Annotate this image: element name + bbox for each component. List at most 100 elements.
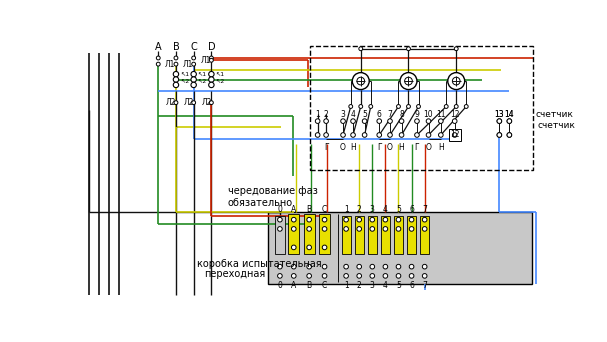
Text: ↖2: ↖2 xyxy=(197,79,207,84)
Circle shape xyxy=(383,218,388,222)
Text: Л2: Л2 xyxy=(202,98,212,107)
Circle shape xyxy=(315,133,320,137)
Circle shape xyxy=(344,264,348,269)
Text: коробка испытательная: коробка испытательная xyxy=(197,259,321,269)
Text: A: A xyxy=(155,42,161,52)
Circle shape xyxy=(277,227,282,231)
Circle shape xyxy=(209,71,214,77)
Text: 12: 12 xyxy=(450,110,459,119)
Circle shape xyxy=(174,62,178,66)
Bar xyxy=(407,216,416,254)
Text: 0: 0 xyxy=(277,281,282,290)
Bar xyxy=(268,212,532,284)
Text: 12: 12 xyxy=(450,131,459,140)
Circle shape xyxy=(409,274,414,278)
Text: 2: 2 xyxy=(324,110,328,119)
Text: Л2: Л2 xyxy=(184,98,194,107)
Text: счетчик: счетчик xyxy=(535,110,574,119)
Circle shape xyxy=(370,264,375,269)
Circle shape xyxy=(349,105,353,108)
Text: 1: 1 xyxy=(315,110,320,119)
Circle shape xyxy=(452,119,457,123)
Circle shape xyxy=(174,101,178,105)
Text: Н: Н xyxy=(399,143,404,152)
Bar xyxy=(276,216,285,254)
Text: 7: 7 xyxy=(422,205,427,214)
Circle shape xyxy=(415,119,419,123)
Text: Н: Н xyxy=(350,143,356,152)
Text: 5: 5 xyxy=(396,205,401,214)
Text: 11: 11 xyxy=(436,110,446,119)
Circle shape xyxy=(422,274,427,278)
Circle shape xyxy=(191,71,196,77)
Circle shape xyxy=(422,227,427,231)
Text: О: О xyxy=(340,143,346,152)
Circle shape xyxy=(388,133,392,137)
Text: Г: Г xyxy=(377,143,382,152)
Circle shape xyxy=(507,133,512,137)
Text: 8: 8 xyxy=(399,110,404,119)
Circle shape xyxy=(322,264,327,269)
Circle shape xyxy=(454,105,458,108)
Circle shape xyxy=(497,119,501,123)
Circle shape xyxy=(444,105,448,108)
Text: 5: 5 xyxy=(362,110,367,119)
Circle shape xyxy=(191,77,196,82)
Circle shape xyxy=(426,133,431,137)
Circle shape xyxy=(407,47,410,51)
Text: A: A xyxy=(291,281,296,290)
Bar xyxy=(420,216,429,254)
Text: обязательно: обязательно xyxy=(228,198,293,208)
Text: 13: 13 xyxy=(495,110,504,119)
Text: A: A xyxy=(291,205,296,214)
Text: 4: 4 xyxy=(383,281,388,290)
Circle shape xyxy=(438,119,443,123)
Text: 2: 2 xyxy=(357,281,362,290)
Circle shape xyxy=(341,119,345,123)
Text: C: C xyxy=(322,205,327,214)
Text: Н: Н xyxy=(438,143,444,152)
Circle shape xyxy=(352,73,369,90)
Circle shape xyxy=(369,105,373,108)
Text: 14: 14 xyxy=(504,110,514,119)
Circle shape xyxy=(452,133,457,137)
Circle shape xyxy=(209,82,214,88)
Circle shape xyxy=(396,264,401,269)
Text: 9: 9 xyxy=(415,110,419,119)
Circle shape xyxy=(407,105,410,108)
Circle shape xyxy=(357,218,362,222)
Text: 7: 7 xyxy=(388,110,393,119)
Circle shape xyxy=(173,77,178,82)
Circle shape xyxy=(315,119,320,123)
Circle shape xyxy=(497,133,501,137)
Circle shape xyxy=(322,245,327,250)
Circle shape xyxy=(174,56,178,60)
Circle shape xyxy=(173,71,178,77)
Circle shape xyxy=(362,133,367,137)
Text: ↖1: ↖1 xyxy=(215,73,225,77)
Circle shape xyxy=(307,274,311,278)
Circle shape xyxy=(409,264,414,269)
Circle shape xyxy=(209,58,213,62)
Circle shape xyxy=(497,133,501,137)
Bar xyxy=(342,216,351,254)
Circle shape xyxy=(157,62,160,66)
Circle shape xyxy=(209,101,213,105)
Circle shape xyxy=(357,77,365,85)
Circle shape xyxy=(409,218,414,222)
Circle shape xyxy=(277,218,282,222)
Text: ↖1: ↖1 xyxy=(180,73,189,77)
Text: 14: 14 xyxy=(504,110,514,119)
Bar xyxy=(288,214,299,254)
Circle shape xyxy=(399,119,404,123)
Circle shape xyxy=(291,274,296,278)
Circle shape xyxy=(396,274,401,278)
Circle shape xyxy=(277,274,282,278)
Circle shape xyxy=(191,82,196,88)
Circle shape xyxy=(322,227,327,231)
Text: 6: 6 xyxy=(377,110,382,119)
Circle shape xyxy=(416,105,421,108)
Circle shape xyxy=(357,264,362,269)
Circle shape xyxy=(322,274,327,278)
Circle shape xyxy=(383,264,388,269)
